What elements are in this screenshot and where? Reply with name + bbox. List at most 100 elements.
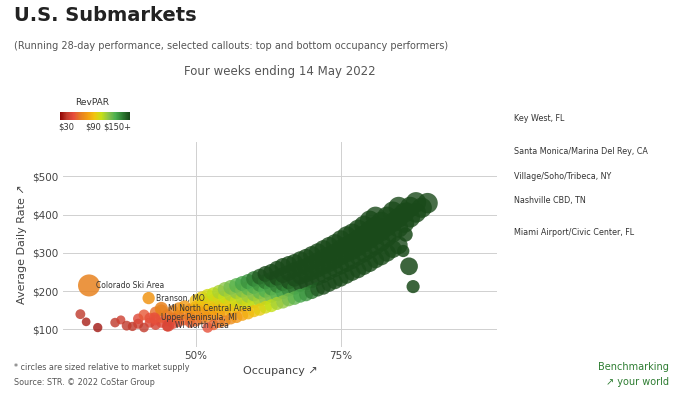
Point bbox=[300, 271, 312, 277]
Point bbox=[330, 257, 341, 264]
Point bbox=[162, 323, 174, 329]
Point bbox=[219, 308, 230, 314]
Point bbox=[243, 293, 254, 299]
Point bbox=[162, 323, 173, 329]
Point bbox=[358, 240, 370, 247]
Point bbox=[266, 293, 277, 299]
Point bbox=[364, 236, 375, 243]
Text: Nashville CBD, TN: Nashville CBD, TN bbox=[514, 196, 587, 204]
Point bbox=[139, 324, 150, 331]
Point bbox=[353, 254, 364, 260]
Point bbox=[243, 300, 254, 307]
Point bbox=[196, 295, 207, 301]
Point bbox=[382, 250, 393, 256]
Point bbox=[387, 230, 398, 236]
Text: (Running 28-day performance, selected callouts: top and bottom occupancy perform: (Running 28-day performance, selected ca… bbox=[14, 41, 448, 51]
Point bbox=[330, 279, 341, 285]
Point bbox=[364, 260, 375, 267]
Point bbox=[167, 321, 178, 327]
Point bbox=[376, 239, 387, 245]
Point bbox=[387, 219, 398, 225]
Point bbox=[335, 276, 346, 282]
Point bbox=[248, 299, 260, 305]
Point bbox=[289, 276, 300, 282]
Point bbox=[277, 281, 288, 287]
Point bbox=[312, 249, 323, 255]
Point bbox=[341, 251, 352, 257]
Point bbox=[219, 286, 230, 292]
Point bbox=[272, 300, 283, 307]
Point bbox=[312, 275, 323, 281]
Point bbox=[260, 271, 271, 277]
Point bbox=[156, 307, 167, 314]
Point bbox=[346, 257, 358, 264]
Point bbox=[387, 246, 398, 252]
Point bbox=[295, 273, 306, 280]
Point bbox=[237, 303, 248, 309]
Point bbox=[277, 272, 288, 278]
Text: ↗ your world: ↗ your world bbox=[606, 377, 668, 387]
Point bbox=[225, 307, 237, 313]
Text: Source: STR. © 2022 CoStar Group: Source: STR. © 2022 CoStar Group bbox=[14, 378, 155, 387]
Point bbox=[167, 308, 178, 314]
Point bbox=[410, 199, 421, 206]
Point bbox=[370, 232, 381, 239]
Point bbox=[179, 303, 190, 310]
Point bbox=[323, 243, 335, 249]
Point bbox=[416, 204, 428, 211]
Point bbox=[214, 296, 225, 302]
Point bbox=[300, 255, 312, 261]
Text: $150+: $150+ bbox=[104, 122, 132, 131]
Point bbox=[144, 315, 155, 321]
Point bbox=[341, 232, 352, 239]
Point bbox=[295, 293, 306, 299]
Point bbox=[219, 294, 230, 300]
Text: Benchmarking: Benchmarking bbox=[598, 362, 668, 372]
Point bbox=[306, 269, 317, 275]
Point bbox=[248, 291, 260, 297]
Point bbox=[323, 252, 335, 258]
Point bbox=[382, 234, 393, 241]
Point bbox=[330, 266, 341, 272]
Point bbox=[260, 287, 271, 294]
Point bbox=[312, 266, 323, 273]
Point bbox=[219, 318, 230, 324]
Point bbox=[353, 226, 364, 232]
Point bbox=[410, 210, 421, 216]
Point bbox=[364, 217, 375, 223]
Point bbox=[132, 321, 144, 327]
Point bbox=[393, 242, 404, 248]
Point bbox=[231, 304, 242, 310]
Point bbox=[272, 291, 283, 297]
Point bbox=[260, 295, 271, 301]
Point bbox=[400, 231, 411, 238]
Point bbox=[150, 322, 161, 328]
Point bbox=[266, 285, 277, 291]
Point bbox=[318, 255, 329, 261]
Point bbox=[370, 223, 381, 229]
Point bbox=[300, 280, 312, 286]
Point bbox=[80, 319, 92, 325]
Point bbox=[405, 204, 416, 210]
Point bbox=[156, 320, 167, 326]
Point bbox=[306, 252, 317, 258]
Point bbox=[92, 324, 104, 331]
Text: $90: $90 bbox=[85, 122, 101, 131]
Point bbox=[283, 269, 294, 276]
Text: WI North Area: WI North Area bbox=[175, 321, 229, 330]
Point bbox=[341, 273, 352, 279]
Point bbox=[208, 305, 219, 312]
Point bbox=[346, 248, 358, 254]
Point bbox=[346, 230, 358, 236]
Point bbox=[243, 279, 254, 285]
Point bbox=[318, 246, 329, 252]
Point bbox=[225, 299, 237, 306]
Point bbox=[150, 317, 161, 323]
Point bbox=[330, 240, 341, 247]
Point bbox=[289, 267, 300, 273]
Point bbox=[399, 220, 410, 226]
Point bbox=[382, 224, 393, 230]
Point bbox=[202, 324, 214, 331]
Point bbox=[260, 304, 271, 310]
Point bbox=[254, 296, 265, 303]
